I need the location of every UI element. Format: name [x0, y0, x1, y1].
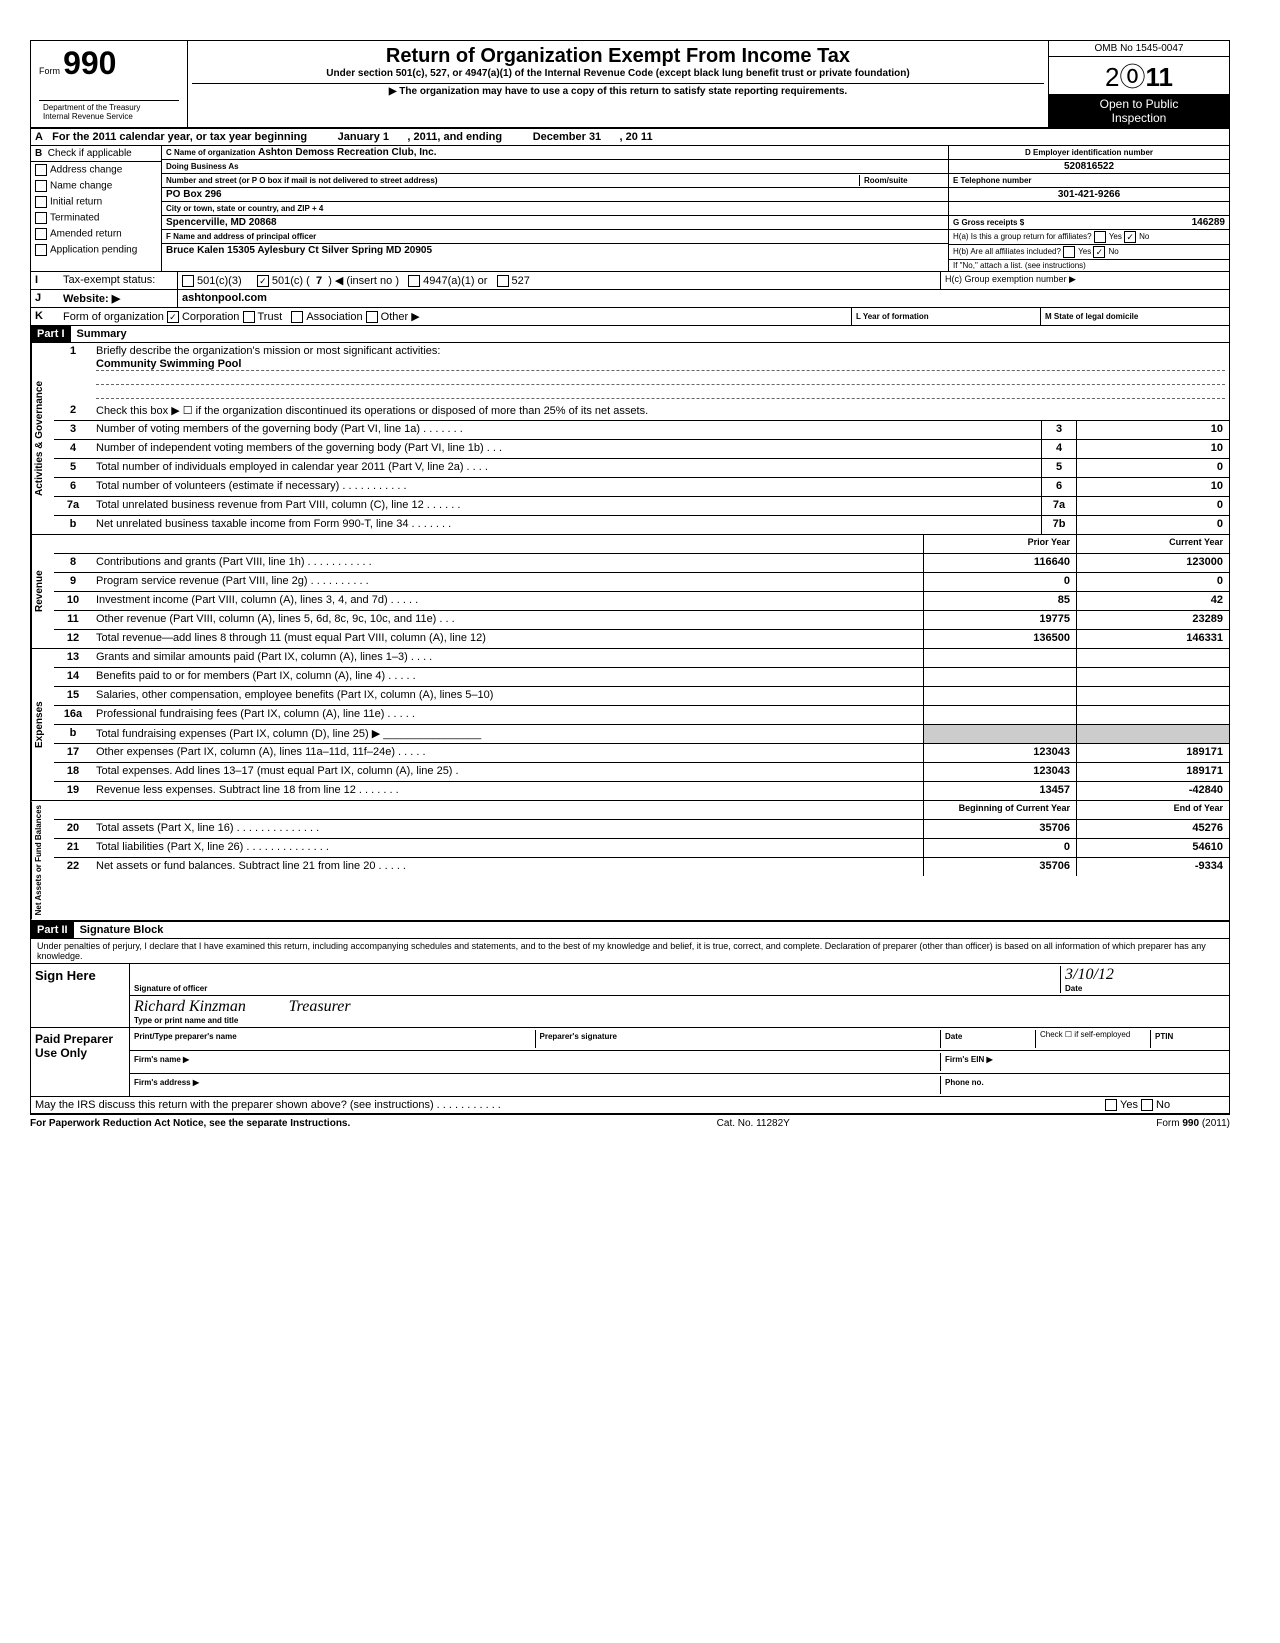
section-a: A For the 2011 calendar year, or tax yea… — [31, 129, 1229, 146]
exp-line-13: 13 Grants and similar amounts paid (Part… — [54, 649, 1229, 668]
open-public: Open to PublicInspection — [1049, 95, 1229, 127]
checkbox-application-pending[interactable] — [35, 244, 47, 256]
checkbox-ha-no[interactable]: ✓ — [1124, 231, 1136, 243]
begin-date: January 1 — [338, 131, 389, 143]
end-date: December 31 — [533, 131, 602, 143]
exp-line-19: 19 Revenue less expenses. Subtract line … — [54, 782, 1229, 800]
checkbox-name-change[interactable] — [35, 180, 47, 192]
title-box: Return of Organization Exempt From Incom… — [188, 41, 1048, 127]
end-year-header: End of Year — [1076, 801, 1229, 819]
net-line-22: 22 Net assets or fund balances. Subtract… — [54, 858, 1229, 876]
section-i: I Tax-exempt status: 501(c)(3) ✓501(c) (… — [31, 272, 1229, 290]
phone: 301-421-9266 — [1058, 189, 1120, 200]
prior-year-header: Prior Year — [923, 535, 1076, 553]
subtitle2: ▶ The organization may have to use a cop… — [192, 83, 1044, 97]
paperwork-notice: For Paperwork Reduction Act Notice, see … — [30, 1118, 350, 1129]
rev-line-12: 12 Total revenue—add lines 8 through 11 … — [54, 630, 1229, 648]
checkbox-amended[interactable] — [35, 228, 47, 240]
identity-block: B Check if applicable Address change Nam… — [31, 146, 1229, 272]
officer-title-signed: Treasurer — [289, 998, 351, 1015]
checkbox-corporation[interactable]: ✓ — [167, 311, 179, 323]
exp-line-15: 15 Salaries, other compensation, employe… — [54, 687, 1229, 706]
gross-receipts: 146289 — [1192, 217, 1225, 228]
checkbox-discuss-yes[interactable] — [1105, 1099, 1117, 1111]
gov-line-6: 6 Total number of volunteers (estimate i… — [54, 478, 1229, 497]
org-address: PO Box 296 — [166, 189, 222, 200]
sign-date: 3/10/12 — [1065, 966, 1225, 984]
rev-line-8: 8 Contributions and grants (Part VIII, l… — [54, 554, 1229, 573]
gov-line-4: 4 Number of independent voting members o… — [54, 440, 1229, 459]
checkbox-527[interactable] — [497, 275, 509, 287]
ein: 520816522 — [1064, 161, 1114, 172]
form-ref: Form 990 (2011) — [1156, 1118, 1230, 1129]
part-1-header: Part I Summary — [31, 326, 1229, 343]
main-title: Return of Organization Exempt From Incom… — [192, 45, 1044, 68]
expenses-label: Expenses — [31, 649, 54, 800]
rev-line-11: 11 Other revenue (Part VIII, column (A),… — [54, 611, 1229, 630]
exp-line-17: 17 Other expenses (Part IX, column (A), … — [54, 744, 1229, 763]
form-header: Form 990 Department of the Treasury Inte… — [31, 41, 1229, 129]
form-990-container: Form 990 Department of the Treasury Inte… — [30, 40, 1230, 1115]
revenue-label: Revenue — [31, 535, 54, 648]
checkbox-4947[interactable] — [408, 275, 420, 287]
irs-discuss-row: May the IRS discuss this return with the… — [31, 1097, 1229, 1114]
line1-label: Briefly describe the organization's miss… — [96, 345, 440, 357]
footer: For Paperwork Reduction Act Notice, see … — [30, 1115, 1230, 1132]
checkbox-hb-yes[interactable] — [1063, 246, 1075, 258]
gov-line-b: b Net unrelated business taxable income … — [54, 516, 1229, 534]
website: ashtonpool.com — [182, 292, 267, 304]
officer: Bruce Kalen 15305 Aylesbury Ct Silver Sp… — [166, 245, 432, 256]
sign-here-section: Sign Here Signature of officer 3/10/12 D… — [31, 964, 1229, 1028]
exp-line-16a: 16a Professional fundraising fees (Part … — [54, 706, 1229, 725]
form-number-box: Form 990 Department of the Treasury Inte… — [31, 41, 188, 127]
dept-treasury: Department of the Treasury — [43, 103, 175, 112]
omb-number: OMB No 1545-0047 — [1049, 41, 1229, 57]
perjury-statement: Under penalties of perjury, I declare th… — [31, 939, 1229, 964]
checkbox-other[interactable] — [366, 311, 378, 323]
gov-line-3: 3 Number of voting members of the govern… — [54, 421, 1229, 440]
org-name: Ashton Demoss Recreation Club, Inc. — [258, 147, 436, 158]
gov-line-7a: 7a Total unrelated business revenue from… — [54, 497, 1229, 516]
exp-line-18: 18 Total expenses. Add lines 13–17 (must… — [54, 763, 1229, 782]
checkbox-address-change[interactable] — [35, 164, 47, 176]
checkbox-trust[interactable] — [243, 311, 255, 323]
line2: Check this box ▶ ☐ if the organization d… — [92, 402, 1229, 420]
begin-year-header: Beginning of Current Year — [923, 801, 1076, 819]
checkbox-association[interactable] — [291, 311, 303, 323]
section-k: K Form of organization ✓Corporation Trus… — [31, 308, 1229, 326]
tax-year: 2⓪11 — [1049, 57, 1229, 95]
rev-line-10: 10 Investment income (Part VIII, column … — [54, 592, 1229, 611]
section-hc: H(c) Group exemption number ▶ — [940, 272, 1229, 289]
section-j: J Website: ▶ ashtonpool.com — [31, 290, 1229, 308]
paid-preparer-section: Paid Preparer Use Only Print/Type prepar… — [31, 1028, 1229, 1097]
exp-line-14: 14 Benefits paid to or for members (Part… — [54, 668, 1229, 687]
checkbox-discuss-no[interactable] — [1141, 1099, 1153, 1111]
form-label: Form — [39, 66, 60, 76]
mission: Community Swimming Pool — [96, 358, 241, 370]
rev-line-9: 9 Program service revenue (Part VIII, li… — [54, 573, 1229, 592]
right-header: OMB No 1545-0047 2⓪11 Open to PublicInsp… — [1048, 41, 1229, 127]
checkbox-501c[interactable]: ✓ — [257, 275, 269, 287]
part-2-header: Part II Signature Block — [31, 922, 1229, 939]
activities-governance-label: Activities & Governance — [31, 343, 54, 534]
501c-number: 7 — [316, 275, 322, 287]
current-year-header: Current Year — [1076, 535, 1229, 553]
checkbox-501c3[interactable] — [182, 275, 194, 287]
net-line-21: 21 Total liabilities (Part X, line 26) .… — [54, 839, 1229, 858]
exp-line-b: b Total fundraising expenses (Part IX, c… — [54, 725, 1229, 744]
form-number: 990 — [63, 45, 116, 81]
checkbox-initial-return[interactable] — [35, 196, 47, 208]
org-city: Spencerville, MD 20868 — [166, 217, 277, 228]
irs-label: Internal Revenue Service — [43, 112, 175, 121]
subtitle1: Under section 501(c), 527, or 4947(a)(1)… — [192, 68, 1044, 79]
officer-name-signed: Richard Kinzman — [134, 998, 246, 1015]
cat-number: Cat. No. 11282Y — [717, 1118, 790, 1129]
checkbox-hb-no[interactable]: ✓ — [1093, 246, 1105, 258]
net-assets-label: Net Assets or Fund Balances — [31, 801, 54, 919]
net-line-20: 20 Total assets (Part X, line 16) . . . … — [54, 820, 1229, 839]
checkbox-ha-yes[interactable] — [1094, 231, 1106, 243]
checkbox-terminated[interactable] — [35, 212, 47, 224]
gov-line-5: 5 Total number of individuals employed i… — [54, 459, 1229, 478]
